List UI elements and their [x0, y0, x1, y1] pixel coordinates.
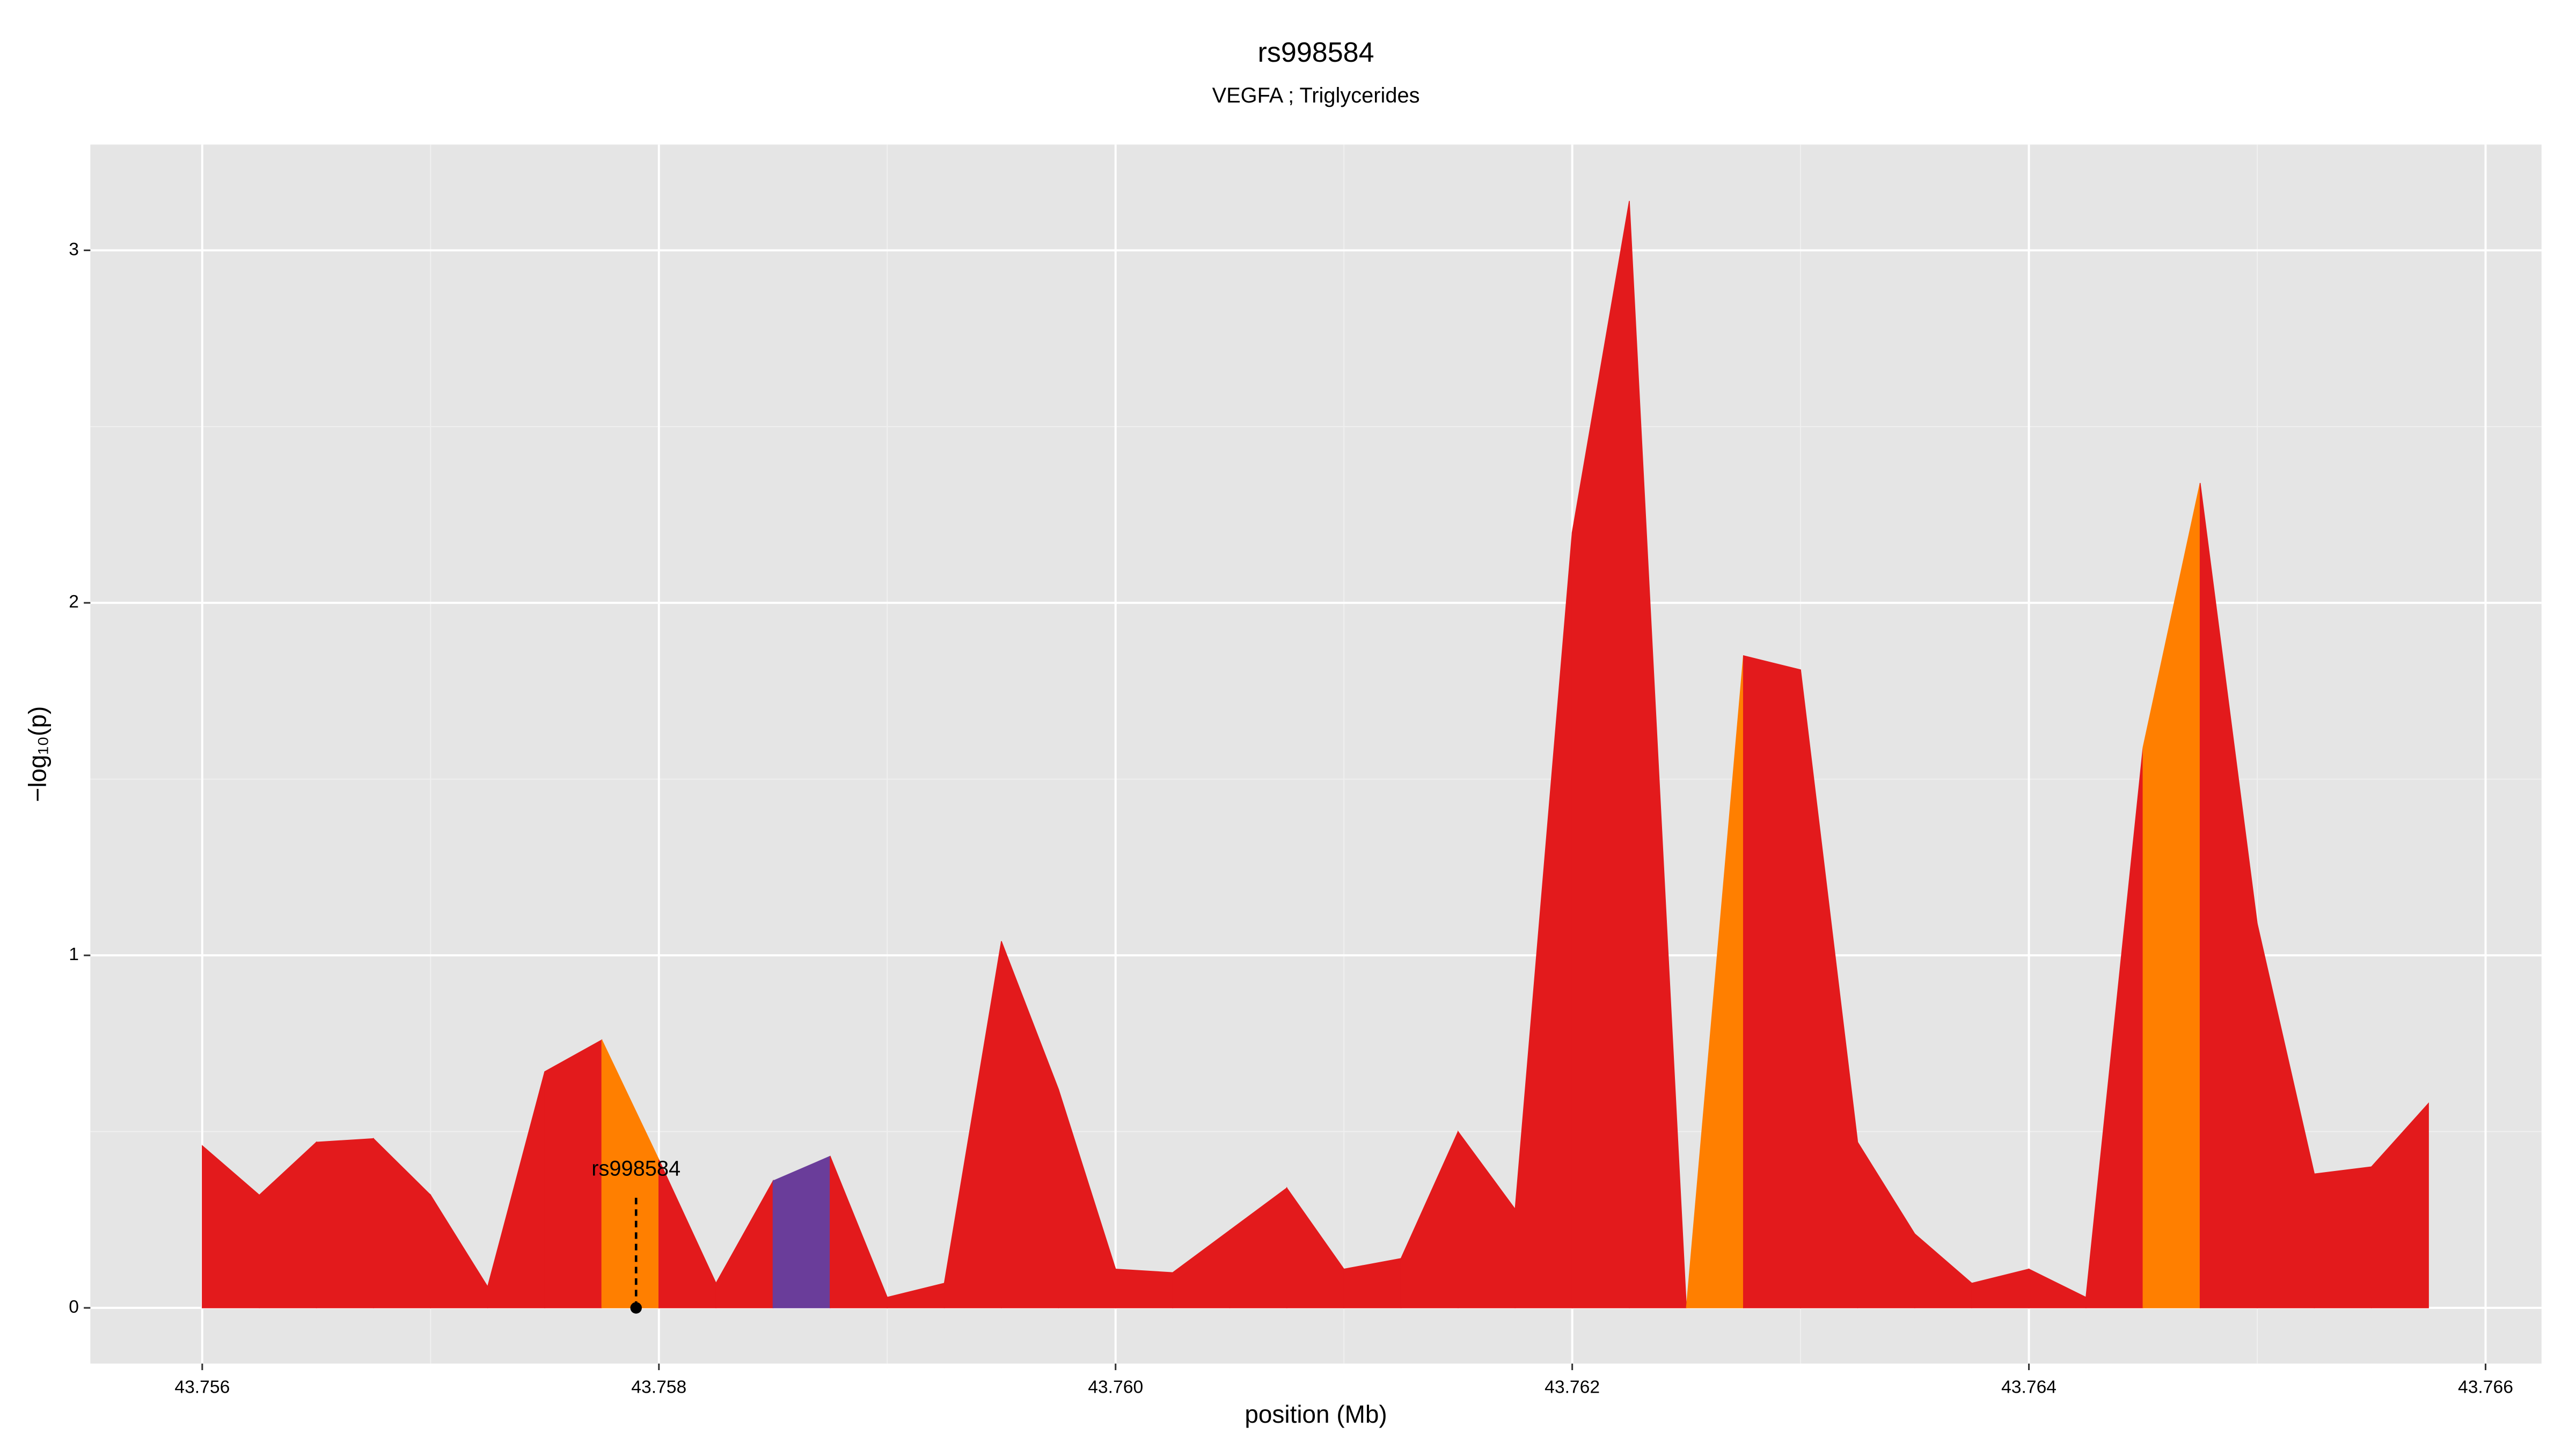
x-tick-label: 43.756 — [174, 1378, 230, 1397]
y-axis-label: −log₁₀(p) — [24, 706, 52, 802]
y-tick-label: 0 — [69, 1297, 79, 1317]
area-segment — [1629, 201, 1687, 1308]
y-tick-label: 3 — [69, 239, 79, 259]
x-tick-label: 43.758 — [631, 1378, 686, 1397]
x-tick-label: 43.766 — [2458, 1378, 2513, 1397]
area-segment — [772, 1155, 831, 1308]
x-tick-label: 43.760 — [1088, 1378, 1143, 1397]
area-segment — [1743, 655, 1801, 1308]
chart-subtitle: VEGFA ; Triglycerides — [1212, 84, 1420, 107]
area-segment — [2370, 1102, 2429, 1308]
area-segment — [2314, 1166, 2372, 1308]
y-tick-label: 1 — [69, 945, 79, 964]
area-segment — [316, 1138, 374, 1308]
area-segment — [1115, 1268, 1173, 1308]
y-tick-label: 2 — [69, 592, 79, 612]
x-axis-label: position (Mb) — [1245, 1400, 1387, 1428]
annotation-point — [630, 1302, 642, 1314]
x-tick-label: 43.764 — [2001, 1378, 2057, 1397]
x-tick-label: 43.762 — [1545, 1378, 1600, 1397]
chart-title: rs998584 — [1258, 37, 1374, 68]
annotation-label: rs998584 — [591, 1157, 680, 1180]
